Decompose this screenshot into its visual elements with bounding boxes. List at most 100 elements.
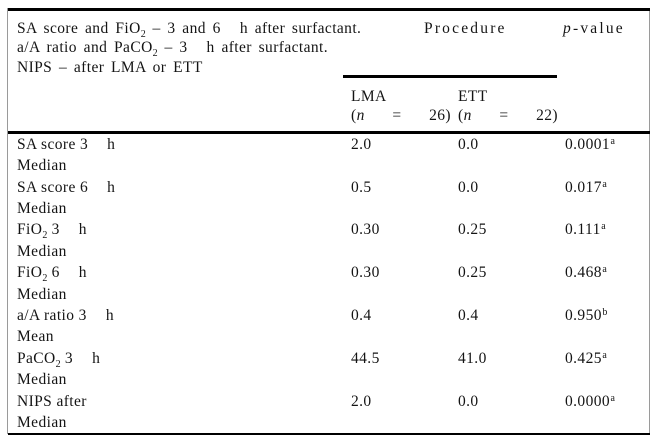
text-segment: 0.0000 — [565, 392, 611, 410]
text-segment: 0.0001 — [565, 135, 611, 153]
text-segment: 0.017 — [565, 178, 602, 196]
stat-label: Median — [17, 199, 67, 217]
lma-value: 0.30 — [351, 264, 380, 282]
text-segment: SA score 6 — [17, 178, 89, 196]
text-segment: ( — [351, 107, 357, 125]
procedure-group-rule — [343, 75, 557, 79]
row-label: NIPS after — [17, 391, 87, 412]
text-segment: -value — [572, 19, 625, 37]
n-part: 22) — [536, 106, 558, 125]
text-segment: FiO — [17, 221, 43, 239]
table-row: PaCO2 3 h 44.5 41.0 0.425a Median — [0, 348, 661, 391]
lma-value: 2.0 — [351, 135, 372, 153]
text-segment: 22) — [536, 107, 558, 125]
n-part: (n — [351, 106, 365, 125]
text-segment: NIPS – after LMA or ETT — [17, 58, 203, 76]
ett-value: 0.0 — [458, 178, 479, 196]
lma-value: 0.5 — [351, 178, 372, 196]
text-segment: a/A ratio and PaCO — [17, 39, 153, 57]
stat-label: Median — [17, 285, 67, 303]
lma-value: 0.4 — [351, 306, 372, 324]
n-part: (n — [458, 106, 472, 125]
text-segment: SA score 3 — [17, 135, 89, 153]
table-right-border — [648, 8, 650, 435]
ett-value: 0.0 — [458, 392, 479, 410]
caption-line-3: NIPS – after LMA or ETT — [17, 59, 361, 77]
group-name-lma: LMA — [351, 88, 387, 105]
ett-value: 0.25 — [458, 264, 487, 282]
table-row: SA score 3 h 2.0 0.0 0.0001a Median — [0, 134, 661, 177]
ett-value: 0.4 — [458, 306, 479, 324]
text-segment: – 3 and 6 — [145, 19, 221, 37]
n-part: = — [499, 106, 508, 125]
text-segment: h — [239, 19, 248, 37]
text-segment: h — [78, 264, 87, 282]
row-label: SA score 6 h — [17, 177, 115, 198]
table-caption: SA score and FiO 2 – 3 and 6 h after surfa… — [17, 20, 361, 77]
text-segment: a — [601, 221, 606, 233]
text-segment: n — [356, 107, 365, 125]
table-row: SA score 6 h 0.5 0.0 0.017a Median — [0, 177, 661, 220]
text-segment: 3 — [60, 349, 74, 367]
p-value: 0.0001a — [565, 134, 615, 157]
text-segment: h — [92, 349, 101, 367]
text-segment: 2 — [55, 358, 61, 370]
p-value: 0.111a — [565, 219, 606, 242]
column-header-procedure: Procedure — [424, 19, 507, 37]
table-top-rule — [8, 8, 650, 11]
stat-label: Mean — [17, 328, 54, 346]
text-segment: a — [610, 392, 615, 404]
group-n-lma: (n = 26) — [351, 106, 451, 125]
stat-label: Median — [17, 157, 67, 175]
stat-label: Median — [17, 242, 67, 260]
group-header-lma: LMA (n = 26) — [351, 87, 451, 126]
text-segment: PaCO — [17, 349, 56, 367]
text-segment: h — [105, 306, 114, 324]
table-body: SA score 3 h 2.0 0.0 0.0001a Median SA score 6… — [0, 134, 661, 434]
text-segment: after surfactant. — [214, 39, 329, 57]
group-n-ett: (n = 22) — [458, 106, 558, 125]
text-segment: 0.425 — [565, 349, 602, 367]
text-segment: 0.468 — [565, 264, 602, 282]
lma-value: 2.0 — [351, 392, 372, 410]
text-segment: a — [602, 264, 607, 276]
text-segment: 0.111 — [565, 221, 601, 239]
text-segment: h — [206, 39, 215, 57]
text-segment: a — [602, 349, 607, 361]
n-part: 26) — [429, 106, 451, 125]
text-segment: 2 — [42, 230, 48, 242]
text-segment: a — [602, 178, 607, 190]
text-segment: a — [610, 135, 615, 147]
table-row: FiO2 6 h 0.30 0.25 0.468a Median — [0, 262, 661, 305]
text-segment: = — [499, 107, 509, 125]
text-segment: – 3 — [157, 39, 188, 57]
text-segment: 3 — [47, 221, 60, 239]
table-row: FiO2 3 h 0.30 0.25 0.111a Median — [0, 219, 661, 262]
lma-value: 44.5 — [351, 349, 380, 367]
row-label: a/A ratio 3 h — [17, 305, 114, 326]
p-value: 0.468a — [565, 262, 607, 285]
table-row: a/A ratio 3 h 0.4 0.4 0.950b Mean — [0, 305, 661, 348]
caption-line-1: SA score and FiO2 – 3 and 6 h after surfa… — [17, 20, 361, 40]
text-segment: ( — [458, 107, 464, 125]
text-segment: b — [602, 306, 608, 318]
text-segment: 2 — [152, 48, 158, 60]
stat-label: Median — [17, 371, 67, 389]
text-segment: h — [107, 178, 116, 196]
text-segment: after surfactant. — [247, 19, 362, 37]
text-segment: h — [107, 135, 116, 153]
ett-value: 0.25 — [458, 221, 487, 239]
text-segment: 6 — [47, 264, 60, 282]
text-segment: = — [392, 107, 402, 125]
p-value: 0.0000a — [565, 391, 615, 414]
text-segment: SA score and FiO — [17, 19, 141, 37]
table-row: NIPS after 2.0 0.0 0.0000a Median — [0, 391, 661, 434]
text-segment: 0.950 — [565, 306, 602, 324]
table-bottom-rule — [8, 432, 650, 435]
group-header-ett: ETT (n = 22) — [458, 87, 558, 126]
text-segment: p — [563, 19, 573, 37]
text-segment: 2 — [42, 273, 48, 285]
